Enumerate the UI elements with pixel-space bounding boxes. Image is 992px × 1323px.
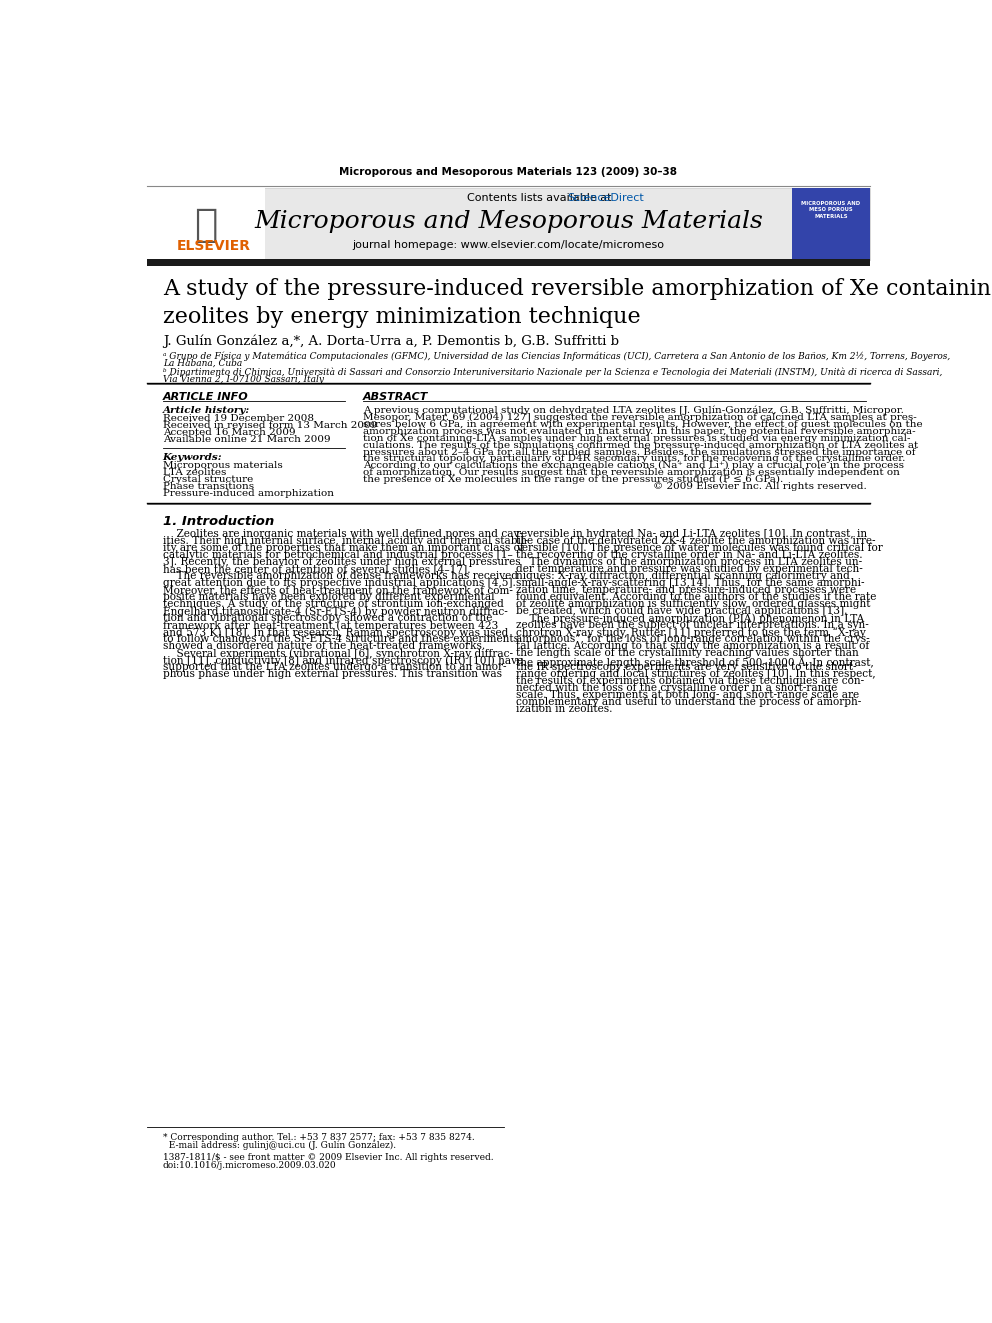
Text: Phase transitions: Phase transitions: [163, 482, 254, 491]
Text: techniques. A study of the structure of strontium ion-exchanged: techniques. A study of the structure of …: [163, 599, 504, 609]
Text: der temperature and pressure was studied by experimental tech-: der temperature and pressure was studied…: [516, 564, 863, 574]
Text: range ordering and local structures of zeolites [10]. In this respect,: range ordering and local structures of z…: [516, 669, 876, 679]
Text: La Habana, Cuba: La Habana, Cuba: [163, 359, 242, 368]
Text: phous phase under high external pressures. This transition was: phous phase under high external pressure…: [163, 669, 502, 679]
Text: Received in revised form 13 March 2009: Received in revised form 13 March 2009: [163, 421, 377, 430]
Text: Contents lists available at: Contents lists available at: [467, 193, 615, 204]
Text: ScienceDirect: ScienceDirect: [567, 193, 644, 204]
Text: ity are some of the properties that make them an important class of: ity are some of the properties that make…: [163, 544, 524, 553]
Text: © 2009 Elsevier Inc. All rights reserved.: © 2009 Elsevier Inc. All rights reserved…: [653, 482, 866, 491]
Text: A study of the pressure-induced reversible amorphization of Xe containing-LTA
ze: A study of the pressure-induced reversib…: [163, 278, 992, 328]
Text: catalytic materials for petrochemical and industrial processes [1–: catalytic materials for petrochemical an…: [163, 550, 513, 560]
Text: ᵃ Grupo de Física y Matemática Computacionales (GFMC), Universidad de las Cienci: ᵃ Grupo de Física y Matemática Computaci…: [163, 352, 950, 361]
Text: sures below 6 GPa, in agreement with experimental results. However, the effect o: sures below 6 GPa, in agreement with exp…: [363, 419, 923, 429]
Text: A previous computational study on dehydrated LTA zeolites [J. Gulín-González, G.: A previous computational study on dehydr…: [363, 406, 904, 415]
Text: tion of Xe containing-LTA samples under high external pressures is studied via e: tion of Xe containing-LTA samples under …: [363, 434, 911, 443]
Text: has been the center of attention of several studies [4–17].: has been the center of attention of seve…: [163, 564, 470, 574]
Text: nected with the loss of the crystalline order in a short-range: nected with the loss of the crystalline …: [516, 683, 837, 693]
Text: Pressure-induced amorphization: Pressure-induced amorphization: [163, 490, 333, 497]
Bar: [147, 259, 870, 266]
Text: the case of the dehydrated ZK-4 zeolite the amorphization was irre-: the case of the dehydrated ZK-4 zeolite …: [516, 536, 876, 546]
Text: The dynamics of the amorphization process in LTA zeolites un-: The dynamics of the amorphization proces…: [516, 557, 862, 568]
Bar: [147, 188, 870, 259]
Text: tion and vibrational spectroscopy showed a contraction of the: tion and vibrational spectroscopy showed…: [163, 614, 492, 623]
Text: amorphous”, for the loss of long-range correlation within the crys-: amorphous”, for the loss of long-range c…: [516, 634, 870, 644]
Text: the recovering of the crystalline order in Na- and Li-LTA zeolites.: the recovering of the crystalline order …: [516, 550, 863, 560]
Text: ization in zeolites.: ization in zeolites.: [516, 704, 613, 714]
Text: pressures about 2–4 GPa for all the studied samples. Besides, the simulations st: pressures about 2–4 GPa for all the stud…: [363, 447, 916, 456]
Text: Microporous and Mesoporous Materials 123 (2009) 30–38: Microporous and Mesoporous Materials 123…: [339, 167, 678, 177]
Text: of zeolite amorphization is sufficiently slow, ordered glasses might: of zeolite amorphization is sufficiently…: [516, 599, 871, 609]
Text: * Corresponding author. Tel.: +53 7 837 2577; fax: +53 7 835 8274.: * Corresponding author. Tel.: +53 7 837 …: [163, 1132, 474, 1142]
Text: be created, which could have wide practical applications [13].: be created, which could have wide practi…: [516, 606, 847, 617]
Text: tion [11], conductivity [8] and infrared spectroscopy (IR) [10]) have: tion [11], conductivity [8] and infrared…: [163, 655, 523, 665]
Text: ELSEVIER: ELSEVIER: [177, 239, 251, 254]
Text: MICROPOROUS AND
MESO POROUS
MATERIALS: MICROPOROUS AND MESO POROUS MATERIALS: [802, 201, 860, 218]
Text: Keywords:: Keywords:: [163, 452, 222, 462]
Text: and 573 K) [18]. In that research, Raman spectroscopy was used: and 573 K) [18]. In that research, Raman…: [163, 627, 508, 638]
Text: doi:10.1016/j.micromeso.2009.03.020: doi:10.1016/j.micromeso.2009.03.020: [163, 1160, 336, 1170]
Text: tal lattice. According to that study the amorphization is a result of: tal lattice. According to that study the…: [516, 642, 869, 651]
Text: the IR spectroscopy experiments are very sensitive to the short-: the IR spectroscopy experiments are very…: [516, 663, 857, 672]
Text: to follow changes of the Sr-ETS-4 structure and these experiments: to follow changes of the Sr-ETS-4 struct…: [163, 634, 519, 644]
Text: scale. Thus, experiments at both long- and short-range scale are: scale. Thus, experiments at both long- a…: [516, 691, 859, 700]
Text: reversible in hydrated Na- and Li-LTA zeolites [10]. In contrast, in: reversible in hydrated Na- and Li-LTA ze…: [516, 529, 867, 540]
Text: ᵇ Dipartimento di Chimica, Università di Sassari and Consorzio Interuniversitari: ᵇ Dipartimento di Chimica, Università di…: [163, 368, 942, 377]
Text: 1. Introduction: 1. Introduction: [163, 515, 274, 528]
Text: Engelhard titanosilicate-4 (Sr-ETS-4) by powder neutron diffrac-: Engelhard titanosilicate-4 (Sr-ETS-4) by…: [163, 606, 508, 617]
Text: According to our calculations the exchangeable cations (Na⁺ and Li⁺) play a cruc: According to our calculations the exchan…: [363, 462, 904, 471]
Text: showed a disordered nature of the heat-treated frameworks.: showed a disordered nature of the heat-t…: [163, 642, 485, 651]
Text: small-angle-X-ray-scattering [13,14]. Thus, for the same amorphi-: small-angle-X-ray-scattering [13,14]. Th…: [516, 578, 865, 589]
Text: 1387-1811/$ - see front matter © 2009 Elsevier Inc. All rights reserved.: 1387-1811/$ - see front matter © 2009 El…: [163, 1152, 493, 1162]
Text: zeolites have been the subject of unclear interpretations. In a syn-: zeolites have been the subject of unclea…: [516, 620, 869, 630]
Text: the results of experiments obtained via these techniques are con-: the results of experiments obtained via …: [516, 676, 864, 687]
Bar: [792, 188, 870, 259]
Text: versible [10]. The presence of water molecules was found critical for: versible [10]. The presence of water mol…: [516, 544, 883, 553]
Text: ARTICLE INFO: ARTICLE INFO: [163, 392, 249, 402]
Text: the presence of Xe molecules in the range of the pressures studied (P ≤ 6 GPa).: the presence of Xe molecules in the rang…: [363, 475, 783, 484]
Text: Accepted 16 March 2009: Accepted 16 March 2009: [163, 429, 296, 438]
Text: of amorphization. Our results suggest that the reversible amorphization is essen: of amorphization. Our results suggest th…: [363, 468, 900, 478]
Text: chrotron X-ray study, Rutter [11] preferred to use the term “X-ray: chrotron X-ray study, Rutter [11] prefer…: [516, 627, 866, 638]
Text: 🌲: 🌲: [193, 206, 217, 243]
Text: 3]. Recently, the behavior of zeolites under high external pressures: 3]. Recently, the behavior of zeolites u…: [163, 557, 521, 568]
Text: Zeolites are inorganic materials with well defined pores and cav-: Zeolites are inorganic materials with we…: [163, 529, 523, 540]
Text: ities. Their high internal surface, internal acidity and thermal stabil-: ities. Their high internal surface, inte…: [163, 536, 528, 546]
Text: J. Gulín González a,*, A. Dorta-Urra a, P. Demontis b, G.B. Suffritti b: J. Gulín González a,*, A. Dorta-Urra a, …: [163, 335, 619, 348]
Text: Several experiments (vibrational [6], synchrotron X-ray diffrac-: Several experiments (vibrational [6], sy…: [163, 648, 513, 659]
Text: amorphization process was not evaluated in that study. In this paper, the potent: amorphization process was not evaluated …: [363, 427, 916, 435]
Text: niques: X-ray diffraction, differential scanning calorimetry and: niques: X-ray diffraction, differential …: [516, 572, 850, 581]
Text: posite materials have been explored by different experimental: posite materials have been explored by d…: [163, 593, 494, 602]
Text: ABSTRACT: ABSTRACT: [363, 392, 429, 402]
Bar: [147, 188, 265, 259]
Text: Article history:: Article history:: [163, 406, 250, 415]
Text: Via Vienna 2, I-07100 Sassari, Italy: Via Vienna 2, I-07100 Sassari, Italy: [163, 376, 323, 384]
Text: great attention due to its prospective industrial applications [4,5].: great attention due to its prospective i…: [163, 578, 516, 589]
Text: The pressure-induced amorphization (PIA) phenomenon in LTA: The pressure-induced amorphization (PIA)…: [516, 614, 864, 623]
Text: supported that the LTA zeolites undergo a transition to an amor-: supported that the LTA zeolites undergo …: [163, 663, 506, 672]
Text: LTA zeolites: LTA zeolites: [163, 468, 226, 478]
Text: culations. The results of the simulations confirmed the pressure-induced amorphi: culations. The results of the simulation…: [363, 441, 918, 450]
Text: the approximate length scale threshold of 500–1000 Å. In contrast,: the approximate length scale threshold o…: [516, 655, 874, 668]
Text: Moreover, the effects of heat-treatment on the framework of com-: Moreover, the effects of heat-treatment …: [163, 585, 513, 595]
Text: The reversible amorphization of dense frameworks has received: The reversible amorphization of dense fr…: [163, 572, 518, 581]
Text: found equivalent. According to the authors of the studies if the rate: found equivalent. According to the autho…: [516, 593, 877, 602]
Text: Crystal structure: Crystal structure: [163, 475, 253, 484]
Text: Microporous materials: Microporous materials: [163, 462, 283, 471]
Text: Available online 21 March 2009: Available online 21 March 2009: [163, 435, 330, 445]
Text: E-mail address: gulinj@uci.cu (J. Gulín González).: E-mail address: gulinj@uci.cu (J. Gulín …: [163, 1140, 396, 1150]
Text: framework after heat-treatment (at temperatures between 423: framework after heat-treatment (at tempe…: [163, 620, 498, 631]
Text: Mesopor. Mater. 69 (2004) 127] suggested the reversible amorphization of calcine: Mesopor. Mater. 69 (2004) 127] suggested…: [363, 413, 917, 422]
Text: zation time, temperature- and pressure-induced processes were: zation time, temperature- and pressure-i…: [516, 585, 856, 595]
Text: the length scale of the crystallinity reaching values shorter than: the length scale of the crystallinity re…: [516, 648, 859, 659]
Text: the structural topology, particularly of D4R secondary units, for the recovering: the structural topology, particularly of…: [363, 454, 905, 463]
Text: complementary and useful to understand the process of amorph-: complementary and useful to understand t…: [516, 697, 861, 708]
Text: journal homepage: www.elsevier.com/locate/micromeso: journal homepage: www.elsevier.com/locat…: [352, 241, 665, 250]
Text: Received 19 December 2008: Received 19 December 2008: [163, 414, 313, 423]
Text: Microporous and Mesoporous Materials: Microporous and Mesoporous Materials: [254, 210, 763, 233]
